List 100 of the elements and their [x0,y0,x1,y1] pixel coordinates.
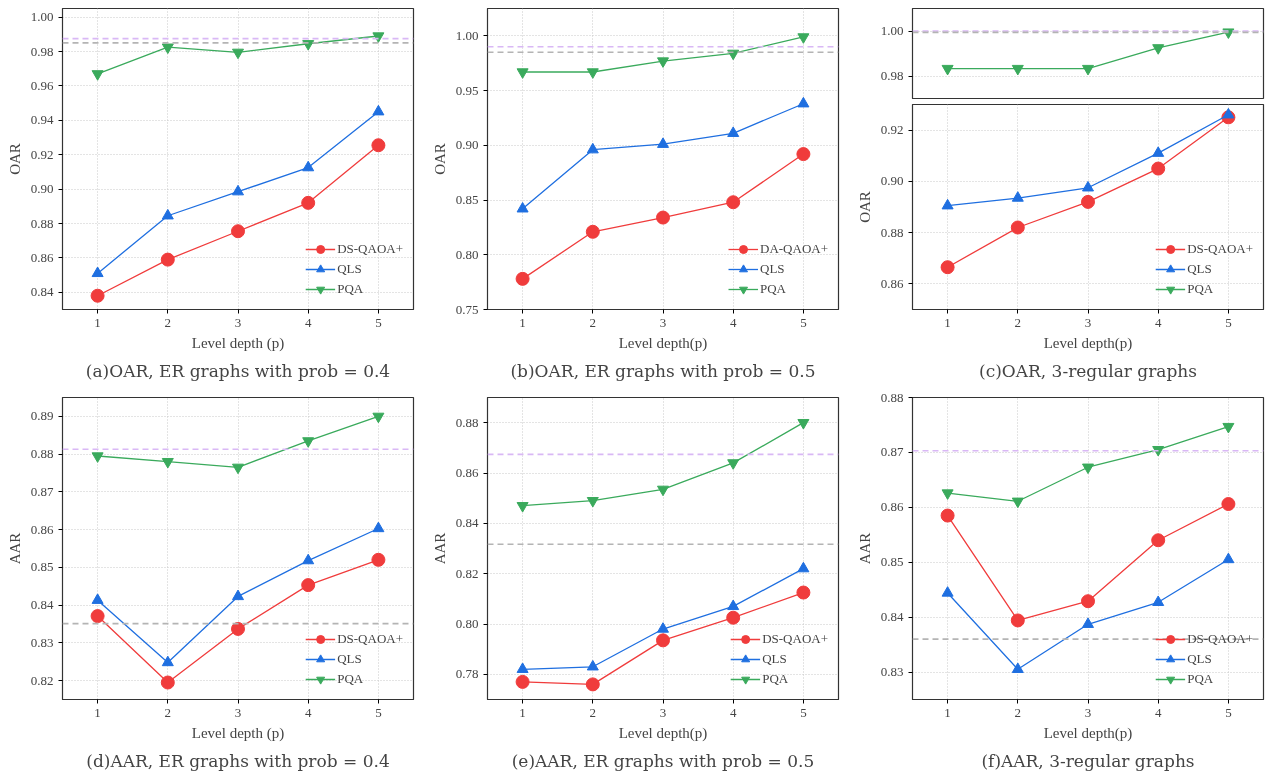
x-tick-label: 5 [1225,704,1232,720]
y-tick-label: 0.95 [455,82,479,98]
y-tick-label: 0.94 [30,112,54,128]
y-tick-label: 1.00 [880,23,904,38]
x-tick-label: 4 [304,704,312,720]
x-tick-label: 5 [800,704,807,720]
x-tick-label: 1 [519,314,526,330]
legend-label: QLS [760,261,785,277]
legend-label: DS-QAOA+ [1187,241,1253,257]
y-tick-label: 0.87 [880,444,904,460]
x-tick-label: 3 [234,314,242,330]
x-axis-title: Level depth(p) [618,724,708,742]
y-tick-label: 0.85 [455,192,479,208]
y-tick-label: 0.82 [30,672,54,688]
legend-label: QLS [762,651,787,667]
y-tick-label: 0.82 [455,565,479,581]
legend-label: DS-QAOA+ [337,631,403,647]
y-tick-label: 0.90 [455,137,479,153]
y-tick-label: 0.98 [880,68,904,83]
x-tick-label: 1 [94,704,101,720]
y-tick-label: 0.89 [30,408,54,424]
x-axis-title: Level depth(p) [1043,334,1133,352]
y-tick-label: 0.86 [880,499,904,515]
y-tick-label: 0.78 [455,666,479,682]
y-tick-label: 0.90 [30,181,54,197]
y-tick-label: 0.88 [30,446,54,462]
legend-label: PQA [762,671,789,687]
x-tick-label: 4 [1154,314,1162,330]
x-tick-label: 5 [375,314,382,330]
legend-label: DS-QAOA+ [762,631,828,647]
y-tick-label: 0.86 [880,275,904,291]
y-axis-title: OAR [6,143,23,175]
x-tick-label: 2 [589,704,597,720]
legend-label: QLS [1187,261,1212,277]
text: (f)AAR, 3-regular graphs [981,750,1195,771]
y-tick-label: 0.98 [30,43,54,59]
legend-label: PQA [760,281,787,297]
x-tick-label: 4 [729,704,737,720]
y-tick-label: 0.85 [880,554,904,570]
x-tick-label: 2 [1014,314,1022,330]
text: (a)OAR, ER graphs with prob = 0.4 [85,360,391,381]
x-tick-label: 3 [1084,314,1092,330]
legend-label: QLS [1187,651,1212,667]
y-tick-label: 0.86 [30,521,54,537]
x-axis-title: Level depth(p) [618,334,708,352]
y-tick-label: 0.86 [455,465,479,480]
legend-label: DS-QAOA+ [1187,631,1253,647]
text: (b)OAR, ER graphs with prob = 0.5 [510,360,816,381]
legend-label: PQA [337,671,364,687]
y-tick-label: 0.75 [455,301,479,317]
legend-label: DA-QAOA+ [760,241,828,257]
y-tick-label: 0.83 [880,664,904,680]
x-tick-label: 3 [659,314,667,330]
y-tick-label: 0.84 [30,284,54,300]
x-axis-title: Level depth(p) [1043,724,1133,742]
x-tick-label: 1 [944,704,951,720]
text: (e)AAR, ER graphs with prob = 0.5 [511,750,815,771]
text: (c)OAR, 3-regular graphs [979,360,1198,381]
x-tick-label: 4 [304,314,312,330]
x-axis-title: Level depth (p) [191,724,285,742]
y-axis-title: OAR [856,191,873,223]
y-tick-label: 1.00 [30,9,54,25]
y-tick-label: 0.92 [880,122,904,138]
x-tick-label: 3 [1084,704,1092,720]
y-tick-label: 0.96 [30,77,54,93]
y-tick-label: 0.88 [30,215,54,231]
x-tick-label: 4 [729,314,737,330]
y-tick-label: 0.88 [880,389,904,405]
y-tick-label: 0.84 [30,597,54,613]
x-tick-label: 3 [234,704,242,720]
x-tick-label: 3 [659,704,667,720]
y-tick-label: 1.00 [455,27,479,43]
legend-label: PQA [1187,671,1214,687]
y-tick-label: 0.90 [880,173,904,189]
x-tick-label: 2 [589,314,597,330]
y-axis-title: AAR [431,532,448,565]
y-axis-title: AAR [6,532,23,565]
x-axis-title: Level depth (p) [191,334,285,352]
x-tick-label: 5 [1225,314,1232,330]
x-tick-label: 2 [1014,704,1022,720]
x-tick-label: 1 [944,314,951,330]
x-tick-label: 2 [164,314,172,330]
y-tick-label: 0.87 [30,483,54,499]
y-tick-label: 0.85 [30,559,54,575]
y-tick-label: 0.86 [30,249,54,265]
y-tick-label: 0.80 [455,616,479,631]
x-tick-label: 2 [164,704,172,720]
x-tick-label: 5 [800,314,807,330]
y-tick-label: 0.92 [30,146,54,162]
y-axis-title: OAR [431,143,448,175]
legend-label: DS-QAOA+ [337,241,403,257]
legend-label: PQA [337,281,364,297]
y-tick-label: 0.88 [880,224,904,240]
y-tick-label: 0.84 [455,515,479,531]
x-tick-label: 5 [375,704,382,720]
legend-label: QLS [337,651,362,667]
y-tick-label: 0.80 [455,246,479,262]
y-axis-title: AAR [856,532,873,565]
x-tick-label: 4 [1154,704,1162,720]
y-tick-label: 0.83 [30,634,54,650]
